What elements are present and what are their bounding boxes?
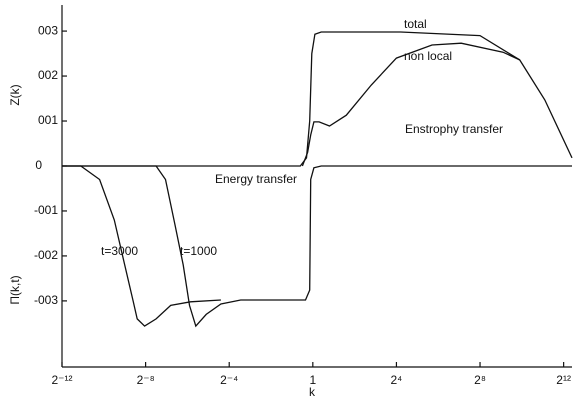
annotation: Enstrophy transfer [405,122,503,136]
y-tick-label: 002 [38,68,58,82]
y-tick-label: -003 [34,293,58,307]
series-label: non local [404,49,452,63]
series-label: t=3000 [101,244,138,258]
series-line [301,42,520,167]
y-tick-label: 0 [35,158,42,172]
x-tick-label: 2¹² [556,373,571,387]
x-tick-label: 2⁻⁴ [220,373,238,387]
x-tick-label: 1 [309,373,316,387]
y-axis-label: Π(k,t) [8,275,22,304]
x-tick-label: 2⁴ [391,373,403,387]
x-tick-label: 2⁻⁸ [137,373,155,387]
series-label: t=1000 [180,244,217,258]
y-axis-label: Z(k) [8,84,22,105]
y-tick-label: 001 [38,113,58,127]
series-line [62,31,573,167]
x-axis-label: k [309,385,316,399]
x-tick-label: 2⁻¹² [52,373,73,387]
y-tick-label: -002 [34,248,58,262]
x-tick-label: 2⁸ [474,373,486,387]
series-label: total [404,17,427,31]
series-line [62,165,221,327]
y-tick-label: 003 [38,23,58,37]
y-tick-label: -001 [34,203,58,217]
series-line [62,165,572,328]
annotation: Energy transfer [215,172,297,186]
